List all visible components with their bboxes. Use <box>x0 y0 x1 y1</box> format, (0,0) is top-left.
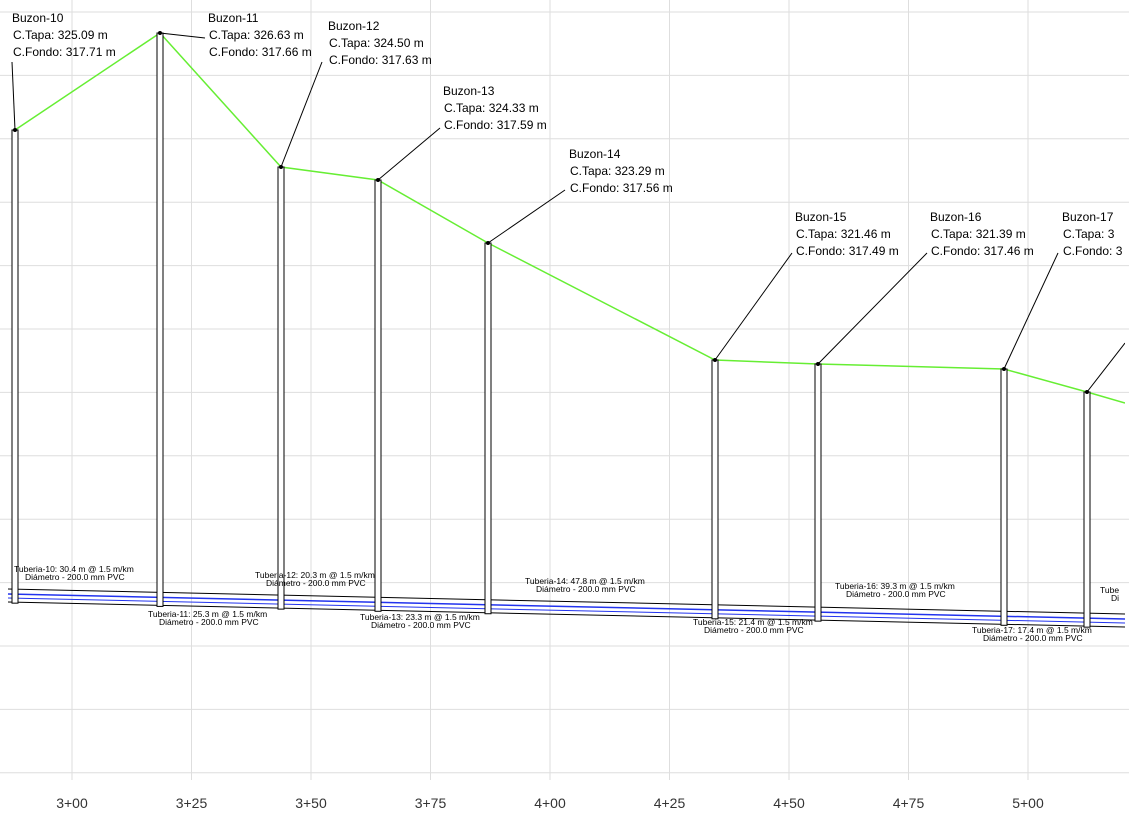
pipe-spec: Diámetro - 200.0 mm PVC <box>159 617 259 627</box>
leader <box>377 127 441 181</box>
manhole-tapa: C.Tapa: 326.63 m <box>209 28 304 42</box>
manhole-tapa: C.Tapa: 324.33 m <box>444 101 539 115</box>
manhole-tapa: C.Tapa: 325.09 m <box>13 28 108 42</box>
manhole-fondo: C.Fondo: 317.59 m <box>444 118 547 132</box>
manhole <box>711 359 719 620</box>
manhole-name: Buzon-17 <box>1062 210 1114 224</box>
manhole-tapa: C.Tapa: 323.29 m <box>570 164 665 178</box>
leader <box>487 189 566 244</box>
manhole <box>1083 391 1091 628</box>
manhole-name: Buzon-13 <box>443 84 495 98</box>
manhole-fondo: C.Fondo: 3 <box>1063 244 1123 258</box>
pipe-spec: Diámetro - 200.0 mm PVC <box>371 620 471 630</box>
manhole <box>156 32 164 607</box>
pipe-name: Tuberia-11: 25.3 m @ 1.5 m/km <box>148 609 267 619</box>
leader <box>1003 252 1059 370</box>
drawing: Buzon-10 C.Tapa: 325.09 m C.Fondo: 317.71 … <box>7 11 1125 643</box>
pipe-name: Tuberia-13: 23.3 m @ 1.5 m/km <box>360 612 480 622</box>
manhole-fondo: C.Fondo: 317.49 m <box>796 244 899 258</box>
manhole-top <box>1085 390 1089 394</box>
pipe-bottom <box>7 601 1125 628</box>
ground-line <box>14 32 1125 404</box>
pipe-name: Tuberia-12: 20.3 m @ 1.5 m/km <box>255 570 375 580</box>
pipe-spec: Diámetro - 200.0 mm PVC <box>25 572 125 582</box>
manhole <box>374 179 382 612</box>
pipe-blue <box>7 593 1125 620</box>
station-label: 3+50 <box>295 795 327 811</box>
pipe-blue <box>7 597 1125 624</box>
leader <box>280 61 323 168</box>
manhole-fondo: C.Fondo: 317.66 m <box>209 45 312 59</box>
pipe-name: Tuberia-16: 39.3 m @ 1.5 m/km <box>835 581 955 591</box>
manhole-name: Buzon-11 <box>208 11 259 25</box>
station-label: 4+25 <box>654 795 686 811</box>
leader <box>817 252 928 365</box>
manhole <box>277 166 285 610</box>
manhole-name: Buzon-12 <box>328 19 380 33</box>
station-label: 5+00 <box>1012 795 1044 811</box>
pipe-name: Tuberia-17: 17.4 m @ 1.5 m/km <box>972 625 1092 635</box>
manhole <box>814 363 822 622</box>
manhole <box>484 242 492 615</box>
leader <box>11 61 16 131</box>
station-label: 3+75 <box>415 795 447 811</box>
manhole <box>1000 368 1008 626</box>
pipe-spec: Diámetro - 200.0 mm PVC <box>704 625 804 635</box>
station-label: 3+25 <box>176 795 208 811</box>
manhole-name: Buzon-14 <box>569 147 621 161</box>
manhole-tapa: C.Tapa: 321.39 m <box>931 227 1026 241</box>
manhole-tapa: C.Tapa: 3 <box>1063 227 1115 241</box>
pipe-spec: Diámetro - 200.0 mm PVC <box>266 578 366 588</box>
station-label: 4+50 <box>773 795 805 811</box>
pipe-name: Tuberia-15: 21.4 m @ 1.5 m/km <box>693 617 813 627</box>
pipe-spec: Diámetro - 200.0 mm PVC <box>846 589 946 599</box>
leader <box>1086 342 1125 393</box>
manhole-fondo: C.Fondo: 317.71 m <box>13 45 116 59</box>
manhole-name: Buzon-10 <box>12 11 64 25</box>
station-label: 4+00 <box>534 795 566 811</box>
pipe-spec: Diámetro - 200.0 mm PVC <box>536 584 636 594</box>
manhole-fondo: C.Fondo: 317.46 m <box>931 244 1034 258</box>
pipe-top <box>7 588 1125 615</box>
pipe-spec: Diámetro - 200.0 mm PVC <box>983 633 1083 643</box>
manhole-name: Buzon-15 <box>795 210 847 224</box>
manhole-fondo: C.Fondo: 317.56 m <box>570 181 673 195</box>
station-label: 4+75 <box>893 795 925 811</box>
leader <box>714 252 793 361</box>
manhole-fondo: C.Fondo: 317.63 m <box>329 53 432 67</box>
pipe-name: Tuberia-14: 47.8 m @ 1.5 m/km <box>525 576 645 586</box>
manhole-tapa: C.Tapa: 324.50 m <box>329 36 424 50</box>
manhole-name: Buzon-16 <box>930 210 982 224</box>
pipe-spec: Di <box>1111 593 1119 603</box>
station-label: 3+00 <box>56 795 88 811</box>
leader <box>159 32 206 39</box>
manhole <box>11 129 19 604</box>
pipe-name: Tube <box>1100 585 1119 595</box>
pipe-name: Tuberia-10: 30.4 m @ 1.5 m/km <box>14 564 134 574</box>
manhole-tapa: C.Tapa: 321.46 m <box>796 227 891 241</box>
